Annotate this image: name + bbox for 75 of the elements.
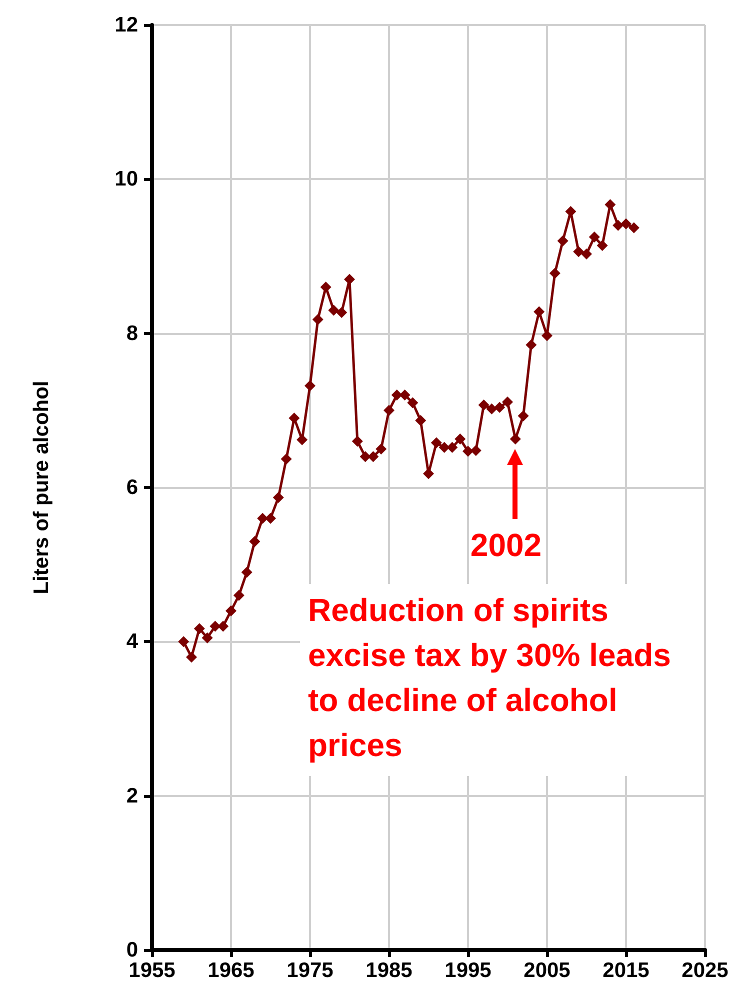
point	[628, 222, 640, 234]
y-tick-label: 2	[126, 784, 138, 808]
point	[312, 314, 324, 325]
point	[604, 199, 616, 210]
point	[218, 620, 229, 632]
point	[549, 268, 560, 279]
point	[376, 443, 387, 454]
point	[454, 433, 466, 444]
y-tick-label: 12	[114, 14, 138, 36]
y-tick-label: 8	[126, 322, 138, 345]
point	[542, 330, 552, 342]
point	[344, 274, 355, 285]
point	[486, 403, 498, 414]
point	[288, 412, 300, 424]
point	[249, 536, 260, 547]
point	[384, 404, 394, 416]
point	[581, 248, 592, 260]
point	[399, 390, 410, 400]
point	[502, 396, 513, 408]
point	[430, 437, 442, 448]
point	[446, 442, 458, 453]
point	[478, 400, 490, 411]
x-tick-label: 1965	[208, 959, 255, 982]
point	[415, 414, 426, 426]
point	[257, 512, 268, 524]
point	[368, 451, 379, 462]
point	[620, 218, 632, 230]
point	[423, 468, 434, 480]
point	[265, 512, 276, 524]
x-tick-label: 1955	[128, 959, 176, 982]
point	[233, 590, 244, 601]
point	[241, 566, 252, 578]
point	[596, 240, 608, 251]
point	[462, 446, 474, 457]
point	[391, 390, 402, 400]
x-tick-label: 1985	[366, 959, 413, 982]
x-tick-label: 2015	[602, 959, 650, 982]
y-tick-label: 6	[126, 476, 138, 499]
point	[186, 652, 197, 663]
point	[518, 410, 529, 422]
x-tick-label: 2005	[524, 959, 571, 982]
point	[588, 231, 600, 242]
point	[210, 620, 221, 632]
point	[336, 307, 348, 318]
point	[280, 453, 292, 464]
x-tick-label: 1975	[286, 959, 334, 982]
y-tick-label: 10	[114, 168, 138, 191]
y-axis-title: Liters of pure alcohol	[30, 380, 53, 594]
y-tick-label: 4	[126, 630, 138, 654]
point	[296, 434, 308, 446]
x-tick-label: 2025	[682, 959, 729, 982]
y-tick-label: 0	[126, 938, 138, 962]
point	[526, 339, 537, 350]
point	[194, 623, 205, 634]
point	[328, 304, 340, 316]
point	[304, 380, 316, 392]
point	[557, 235, 568, 246]
annotation: 2002	[470, 526, 542, 565]
point	[438, 442, 450, 453]
point	[352, 436, 363, 447]
point	[320, 282, 332, 293]
point	[612, 220, 624, 231]
point	[360, 451, 371, 462]
point	[272, 492, 284, 504]
point	[226, 605, 236, 616]
annotation: Reduction of spirits excise tax by 30% leads to decline of alcohol prices	[300, 584, 704, 776]
point	[178, 636, 190, 648]
point	[534, 306, 545, 318]
point	[510, 433, 521, 444]
point	[470, 445, 482, 456]
point	[202, 632, 213, 644]
point	[573, 246, 584, 258]
x-tick-label: 1995	[444, 959, 492, 982]
point	[494, 402, 506, 413]
point	[407, 397, 418, 408]
